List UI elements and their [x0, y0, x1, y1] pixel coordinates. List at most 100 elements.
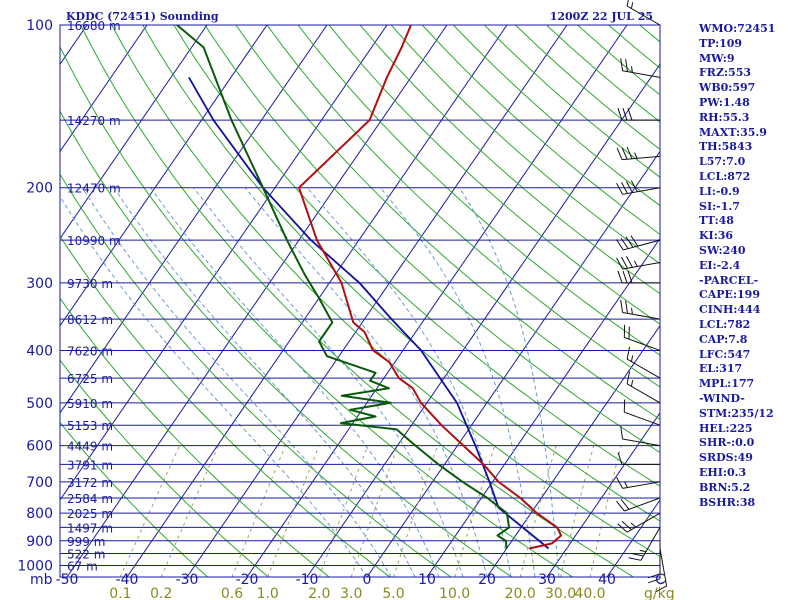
index-item: FRZ:553: [699, 66, 752, 80]
dry-adiabat-line: [142, 25, 660, 522]
height-label: 5910 m: [67, 397, 113, 411]
pressure-tick-label: 300: [26, 276, 53, 292]
isotherm-line: [126, 25, 508, 577]
dry-adiabat-line: [60, 359, 269, 577]
height-label: 3172 m: [67, 476, 113, 490]
wind-barb-flag: [620, 299, 624, 313]
temperature-trace: [298, 25, 563, 550]
index-item: MW:9: [699, 51, 735, 65]
index-item: BRN:5.2: [699, 480, 751, 494]
pressure-tick-label: 800: [26, 506, 53, 522]
temp-tick-label: 30: [538, 572, 556, 588]
wind-barb-half-flag: [630, 522, 637, 528]
dry-adiabat-line: [80, 25, 634, 577]
wind-barb: [623, 324, 661, 351]
dry-adiabat-line: [297, 25, 660, 356]
mix-ratio-label: 5.0: [382, 586, 404, 600]
wind-barb-flag: [625, 236, 634, 248]
wind-barb-flag: [621, 147, 628, 160]
dry-adiabat-line: [111, 25, 660, 558]
mixing-ratio-line: [267, 445, 320, 577]
wind-barb-staff: [622, 155, 661, 161]
temp-tick-label: 20: [478, 572, 496, 588]
dry-adiabat-line: [204, 25, 660, 454]
wind-barb: [620, 58, 661, 78]
wind-barb-flag: [616, 477, 624, 489]
index-item: HEL:225: [699, 421, 753, 435]
wind-barb-staff: [626, 383, 661, 404]
wind-barb-half-flag: [630, 380, 634, 387]
wind-barb-staff: [626, 358, 661, 379]
wind-barb-half-flag: [631, 307, 633, 315]
wind-barb-flag: [621, 256, 628, 269]
height-label: 67 m: [67, 560, 98, 574]
height-label: 522 m: [67, 548, 105, 562]
index-item: SW:240: [699, 243, 746, 257]
moist-adiabat-line: [81, 187, 392, 577]
isotherm-line: [60, 25, 388, 501]
wind-barb-flag: [616, 500, 625, 512]
mix-ratio-label: 0.6: [221, 586, 243, 600]
index-item: STM:235/12: [699, 406, 774, 420]
wind-barb: [626, 371, 661, 404]
wind-barb-flag: [622, 270, 628, 284]
dry-adiabat-line: [359, 25, 660, 295]
dry-adiabat-line: [60, 173, 452, 577]
height-label: 2584 m: [67, 492, 113, 506]
mix-ratio-label: 30.0: [545, 586, 576, 600]
height-label: 3791 m: [67, 458, 113, 472]
temp-unit-label: C: [655, 572, 665, 588]
wind-barb-flag: [622, 108, 628, 121]
wind-barb: [626, 0, 661, 26]
index-item: LCL:872: [699, 169, 751, 183]
wind-barb-half-flag: [630, 2, 634, 9]
isotherm-line: [60, 25, 208, 240]
temp-tick-label: -10: [296, 572, 319, 588]
wind-barb-staff: [622, 261, 661, 270]
isotherm-line: [66, 25, 448, 577]
wind-barb: [617, 452, 660, 465]
mix-ratio-label: 2.0: [308, 586, 330, 600]
height-label: 1497 m: [67, 521, 113, 535]
wind-barb: [617, 512, 661, 533]
moist-adiabat-line: [113, 187, 416, 577]
dry-adiabat-line: [60, 235, 391, 577]
wind-barb-flag: [625, 300, 628, 314]
wind-barb: [628, 527, 661, 561]
height-label: 4449 m: [67, 440, 113, 454]
dry-adiabat-line: [390, 25, 660, 265]
temp-tick-label: -40: [116, 572, 139, 588]
pressure-tick-label: 1000: [17, 559, 53, 575]
height-label: 5153 m: [67, 419, 113, 433]
pressure-unit-label: mb: [30, 572, 53, 588]
wind-barb-flag: [631, 552, 644, 557]
moist-adiabat-line: [150, 187, 440, 577]
background-grid: [60, 25, 660, 577]
wind-barb-flag: [617, 270, 623, 284]
wind-barb-half-flag: [624, 481, 628, 488]
mixing-ratio-line: [589, 445, 622, 577]
wind-barb-staff: [623, 239, 661, 251]
wind-barb: [616, 147, 661, 161]
wind-barb: [617, 270, 660, 284]
wind-barb-staff: [624, 497, 661, 512]
height-label: 2025 m: [67, 507, 113, 521]
dry-adiabat-line: [60, 45, 573, 577]
wind-barb-staff: [640, 527, 661, 561]
wind-barb-flag: [621, 182, 628, 194]
station-title: KDDC (72451) Sounding: [66, 10, 219, 23]
index-item: CINH:444: [699, 303, 761, 317]
wind-barb: [623, 399, 661, 426]
wind-barb-flag: [625, 255, 633, 268]
moist-adiabat-line: [244, 187, 488, 577]
wind-barb-flag: [626, 0, 629, 7]
wind-barb-flag: [647, 578, 661, 584]
moist-adiabat-line: [458, 187, 560, 577]
wind-barb-flag: [625, 59, 628, 72]
wind-barb: [616, 255, 661, 270]
dry-adiabat-line: [173, 25, 660, 487]
height-label: 8612 m: [67, 313, 113, 327]
index-item: LI:-0.9: [699, 184, 740, 198]
wind-barb-flag: [616, 147, 623, 160]
